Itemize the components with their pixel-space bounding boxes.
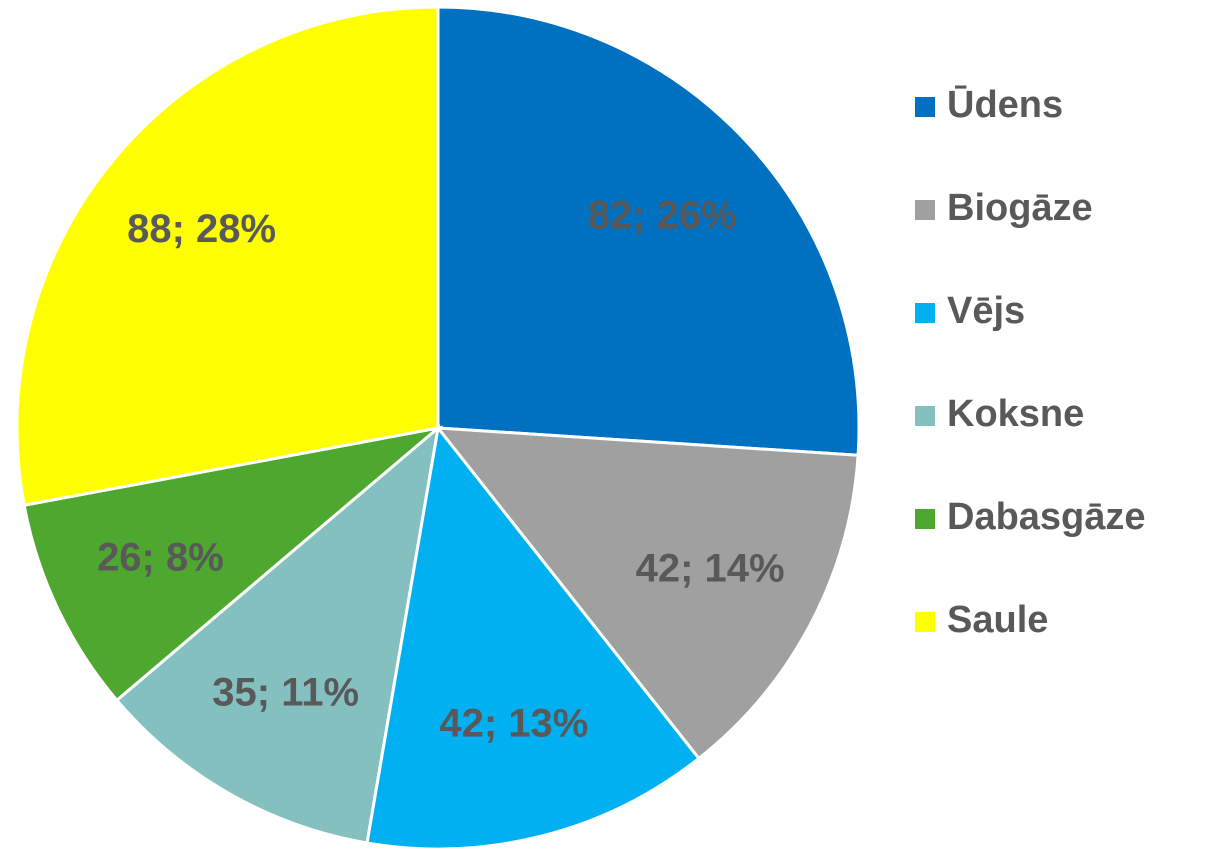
data-label: 35; 11% bbox=[212, 670, 359, 714]
legend-label: Ūdens bbox=[947, 84, 1063, 126]
legend-swatch bbox=[915, 303, 935, 323]
data-label: 42; 14% bbox=[636, 546, 785, 590]
pie-slice bbox=[434, 426, 860, 761]
pie-slice bbox=[436, 5, 861, 457]
data-label: 42; 13% bbox=[439, 701, 588, 745]
legend-label: Saule bbox=[947, 599, 1048, 641]
legend-label: Koksne bbox=[947, 393, 1084, 435]
data-label: 88; 28% bbox=[127, 207, 276, 251]
pie-slice bbox=[114, 424, 441, 845]
pie-slice bbox=[365, 424, 701, 849]
legend-swatch bbox=[915, 612, 935, 632]
legend-label: Vējs bbox=[947, 290, 1025, 332]
legend-swatch bbox=[915, 406, 935, 426]
legend-label: Dabasgāze bbox=[947, 496, 1146, 538]
legend-swatch bbox=[915, 97, 935, 117]
data-label: 82; 26% bbox=[588, 193, 737, 237]
legend-label: Biogāze bbox=[947, 187, 1093, 229]
data-label: 26; 8% bbox=[97, 536, 224, 580]
pie-slice bbox=[22, 425, 444, 703]
legend-swatch bbox=[915, 200, 935, 220]
pie-slice bbox=[15, 5, 440, 507]
legend-swatch bbox=[915, 509, 935, 529]
